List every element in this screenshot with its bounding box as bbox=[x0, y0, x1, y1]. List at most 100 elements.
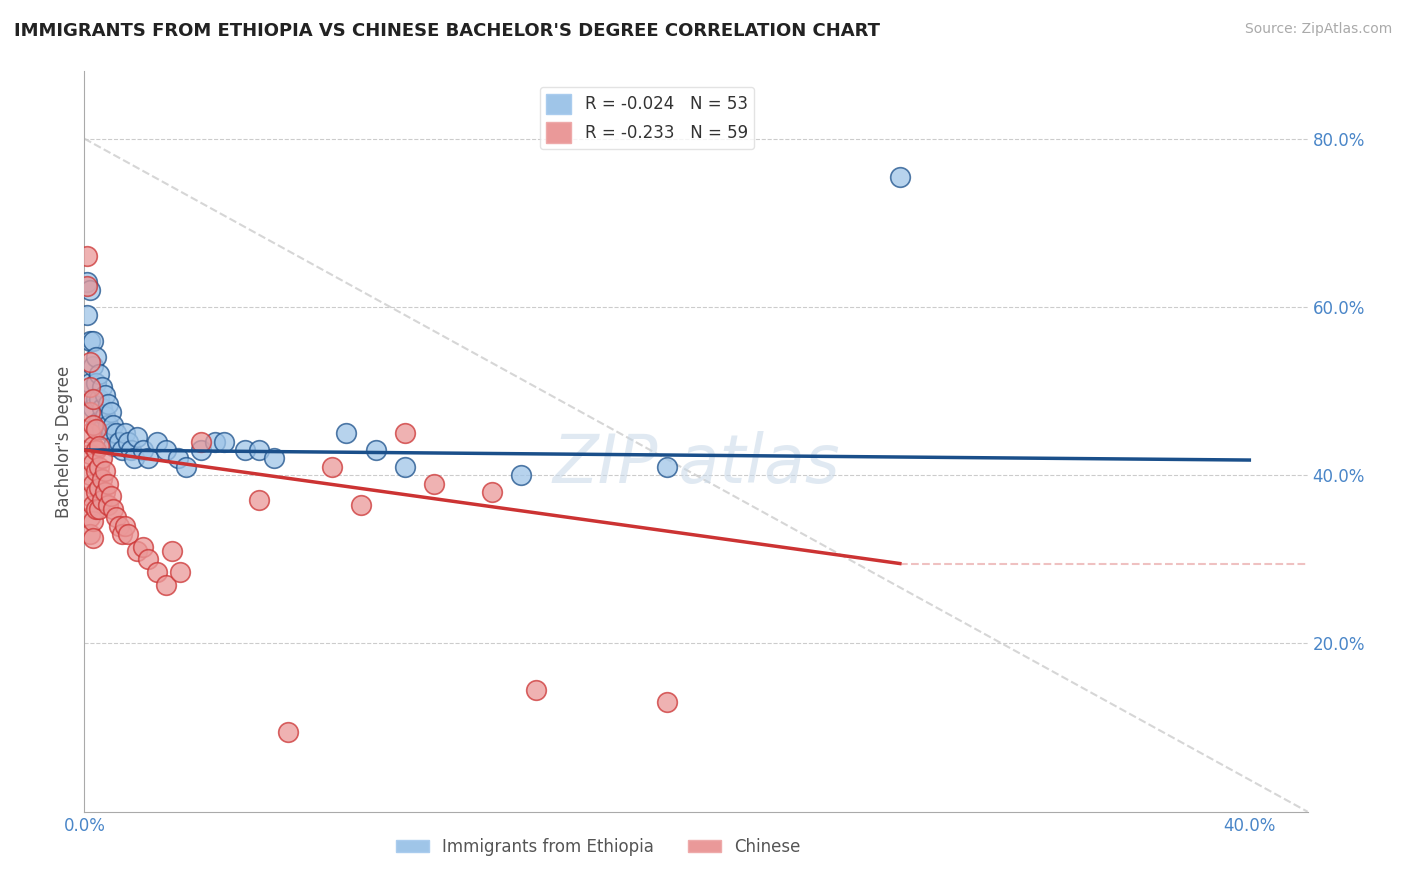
Point bbox=[481, 485, 503, 500]
Point bbox=[510, 468, 533, 483]
Y-axis label: Bachelor's Degree: Bachelor's Degree bbox=[55, 366, 73, 517]
Point bbox=[247, 442, 270, 457]
Point bbox=[97, 476, 120, 491]
Point bbox=[90, 380, 112, 394]
Point bbox=[87, 368, 110, 382]
Point bbox=[160, 544, 183, 558]
Point bbox=[190, 434, 212, 449]
Point bbox=[111, 527, 134, 541]
Point bbox=[108, 434, 131, 449]
Point bbox=[93, 388, 115, 402]
Point bbox=[93, 485, 115, 500]
Point bbox=[190, 442, 212, 457]
Point bbox=[125, 544, 148, 558]
Point bbox=[76, 249, 98, 264]
Point bbox=[82, 498, 104, 512]
Point bbox=[79, 354, 101, 368]
Point bbox=[131, 442, 153, 457]
Point bbox=[84, 417, 107, 432]
Point bbox=[90, 472, 112, 486]
Point bbox=[155, 442, 177, 457]
Point bbox=[117, 434, 139, 449]
Point bbox=[84, 422, 107, 436]
Point bbox=[100, 489, 122, 503]
Point bbox=[93, 409, 115, 424]
Point bbox=[174, 459, 197, 474]
Point bbox=[90, 493, 112, 508]
Point bbox=[82, 439, 104, 453]
Point bbox=[79, 527, 101, 541]
Point bbox=[84, 501, 107, 516]
Point bbox=[79, 380, 101, 394]
Point bbox=[79, 405, 101, 419]
Point bbox=[90, 451, 112, 466]
Point bbox=[655, 695, 678, 709]
Point bbox=[155, 577, 177, 591]
Text: ZIP atlas: ZIP atlas bbox=[553, 431, 839, 497]
Point bbox=[82, 392, 104, 407]
Text: IMMIGRANTS FROM ETHIOPIA VS CHINESE BACHELOR'S DEGREE CORRELATION CHART: IMMIGRANTS FROM ETHIOPIA VS CHINESE BACH… bbox=[14, 22, 880, 40]
Point bbox=[524, 682, 547, 697]
Point bbox=[247, 493, 270, 508]
Point bbox=[97, 498, 120, 512]
Point bbox=[423, 476, 446, 491]
Point bbox=[79, 447, 101, 461]
Point bbox=[79, 468, 101, 483]
Point bbox=[79, 283, 101, 297]
Text: Source: ZipAtlas.com: Source: ZipAtlas.com bbox=[1244, 22, 1392, 37]
Point bbox=[82, 334, 104, 348]
Point bbox=[79, 426, 101, 441]
Point bbox=[111, 442, 134, 457]
Legend: Immigrants from Ethiopia, Chinese: Immigrants from Ethiopia, Chinese bbox=[389, 831, 807, 863]
Point bbox=[97, 417, 120, 432]
Point bbox=[125, 430, 148, 444]
Point bbox=[87, 459, 110, 474]
Point bbox=[82, 401, 104, 415]
Point bbox=[103, 417, 125, 432]
Point bbox=[321, 459, 343, 474]
Point bbox=[84, 442, 107, 457]
Point bbox=[146, 565, 169, 579]
Point bbox=[103, 501, 125, 516]
Point bbox=[82, 456, 104, 470]
Point bbox=[100, 405, 122, 419]
Point bbox=[82, 392, 104, 407]
Point bbox=[82, 531, 104, 545]
Point bbox=[204, 434, 226, 449]
Point bbox=[166, 451, 188, 466]
Point bbox=[82, 417, 104, 432]
Point bbox=[84, 376, 107, 390]
Point bbox=[84, 485, 107, 500]
Point bbox=[79, 489, 101, 503]
Point bbox=[364, 442, 387, 457]
Point bbox=[87, 439, 110, 453]
Point bbox=[93, 464, 115, 478]
Point bbox=[131, 540, 153, 554]
Point bbox=[146, 434, 169, 449]
Point bbox=[87, 501, 110, 516]
Point bbox=[84, 351, 107, 365]
Point bbox=[233, 442, 256, 457]
Point bbox=[114, 426, 136, 441]
Point bbox=[87, 392, 110, 407]
Point bbox=[97, 397, 120, 411]
Point bbox=[90, 401, 112, 415]
Point bbox=[105, 426, 128, 441]
Point bbox=[87, 413, 110, 427]
Point bbox=[138, 552, 160, 566]
Point bbox=[103, 439, 125, 453]
Point bbox=[90, 422, 112, 436]
Point bbox=[394, 459, 416, 474]
Point bbox=[82, 359, 104, 373]
Point bbox=[100, 426, 122, 441]
Point bbox=[76, 275, 98, 289]
Point bbox=[82, 515, 104, 529]
Point bbox=[138, 451, 160, 466]
Point bbox=[84, 392, 107, 407]
Point bbox=[79, 510, 101, 524]
Point bbox=[79, 376, 101, 390]
Point bbox=[277, 724, 299, 739]
Point bbox=[114, 518, 136, 533]
Point bbox=[350, 498, 373, 512]
Point bbox=[889, 169, 911, 184]
